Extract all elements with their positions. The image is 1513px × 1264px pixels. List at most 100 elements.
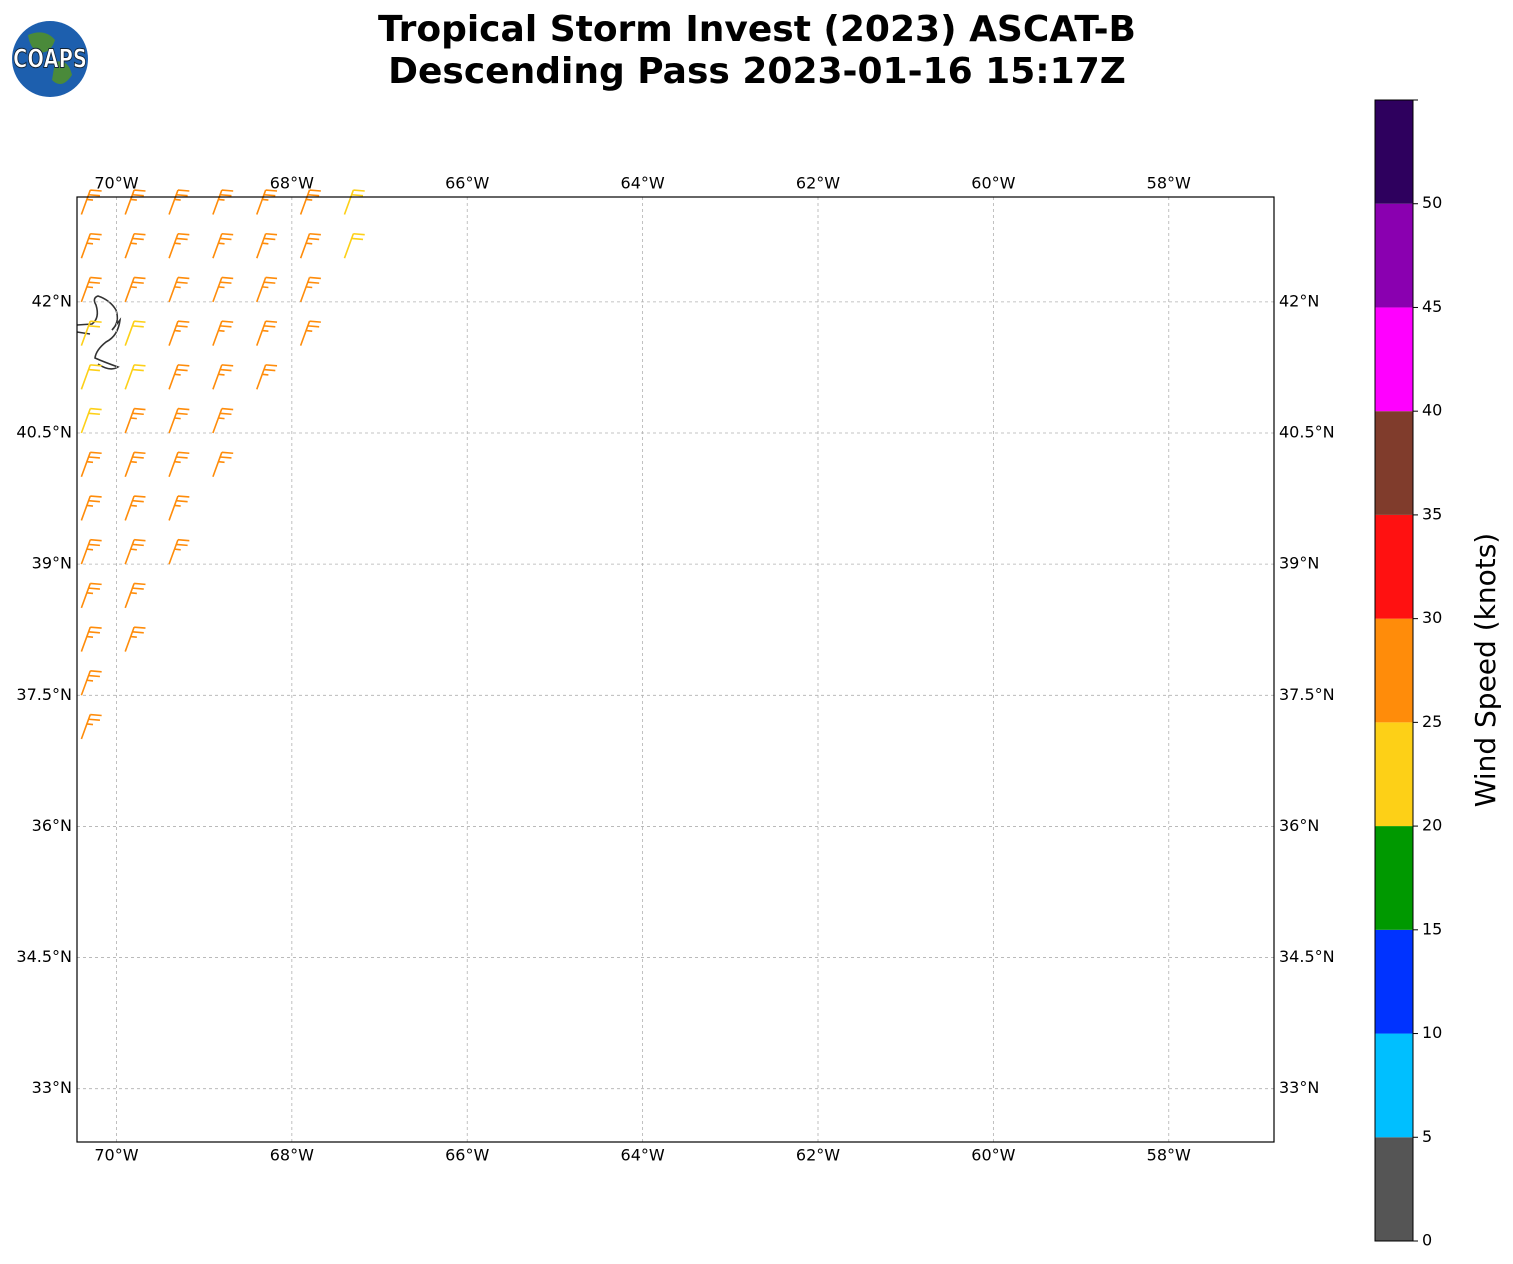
wind-barb (168, 364, 190, 390)
wind-barb (80, 276, 102, 303)
x-tick-label-top: 58°W (1147, 174, 1191, 193)
wind-barb (124, 407, 146, 434)
wind-barb (80, 538, 102, 565)
x-tick-label-bottom: 64°W (621, 1146, 665, 1165)
wind-barb (256, 276, 278, 303)
y-tick-label-right: 36°N (1279, 816, 1319, 835)
colorbar-segment (1375, 203, 1413, 308)
y-tick-label-left: 37.5°N (16, 685, 72, 704)
colorbar-segment (1375, 826, 1413, 930)
wind-barb (256, 232, 278, 259)
coastline (76, 295, 122, 370)
y-tick-label-right: 42°N (1279, 291, 1319, 310)
wind-barb (168, 232, 190, 259)
colorbar-tick-label: 0 (1422, 1231, 1432, 1250)
colorbar-tick-label: 5 (1422, 1127, 1432, 1146)
wind-barb (80, 582, 102, 609)
wind-barb (124, 451, 146, 478)
x-tick-label-bottom: 70°W (94, 1146, 138, 1165)
wind-barb (168, 407, 190, 434)
colorbar-tick-label: 25 (1422, 712, 1442, 731)
wind-barb (124, 495, 146, 521)
wind-barb (80, 232, 102, 259)
wind-barb (124, 276, 146, 303)
x-tick-label-top: 62°W (796, 174, 840, 193)
logo-land (28, 32, 72, 84)
colorbar-label: Wind Speed (knots) (1469, 533, 1502, 807)
wind-barb (256, 364, 278, 390)
logo: COAPS (12, 21, 88, 97)
wind-barb (212, 276, 234, 303)
y-tick-label-left: 40.5°N (16, 423, 72, 442)
wind-barb (256, 189, 278, 215)
colorbar-tick-label: 50 (1422, 193, 1442, 212)
x-tick-label-bottom: 68°W (270, 1146, 314, 1165)
y-tick-label-right: 34.5°N (1279, 947, 1335, 966)
wind-barb (124, 582, 146, 609)
y-tick-label-left: 42°N (32, 291, 72, 310)
colorbar-tick-label: 40 (1422, 401, 1442, 420)
colorbar-frame (1374, 99, 1414, 1242)
wind-barb (343, 189, 365, 215)
y-tick-label-right: 39°N (1279, 554, 1319, 573)
wind-barb (212, 189, 234, 215)
wind-barb (124, 364, 146, 390)
wind-barb (168, 538, 190, 565)
wind-barb (212, 232, 234, 259)
colorbar-segment (1375, 1137, 1413, 1241)
colorbar-tick-label: 45 (1422, 297, 1442, 316)
logo-text: COAPS (13, 45, 87, 75)
wind-barb (299, 320, 321, 346)
wind-barb (212, 364, 234, 390)
x-tick-label-top: 64°W (621, 174, 665, 193)
y-tick-label-right: 40.5°N (1279, 423, 1335, 442)
wind-barb (299, 232, 321, 259)
wind-barb (124, 189, 146, 215)
colorbar-segment (1375, 1033, 1413, 1138)
colorbar-tick-label: 15 (1422, 919, 1442, 938)
wind-barb (168, 320, 190, 346)
wind-barb (212, 320, 234, 346)
wind-barb (212, 451, 234, 478)
x-tick-label-top: 68°W (270, 174, 314, 193)
map-frame (76, 196, 1275, 1143)
colorbar-segment (1375, 100, 1413, 204)
x-tick-label-bottom: 58°W (1147, 1146, 1191, 1165)
colorbar-segment (1375, 514, 1413, 619)
wind-barb (80, 189, 102, 215)
x-tick-label-bottom: 66°W (445, 1146, 489, 1165)
wind-barb (256, 320, 278, 346)
wind-barb (80, 364, 102, 390)
wind-barb (168, 189, 190, 215)
y-tick-label-right: 33°N (1279, 1078, 1319, 1097)
y-tick-label-left: 36°N (32, 816, 72, 835)
wind-barb (80, 451, 102, 478)
wind-barb (80, 320, 102, 346)
wind-barb (124, 232, 146, 259)
y-tick-label-right: 37.5°N (1279, 685, 1335, 704)
colorbar-tick-label: 20 (1422, 816, 1442, 835)
wind-barb (124, 320, 146, 346)
chart-subtitle: Descending Pass 2023-01-16 15:17Z (388, 51, 1126, 92)
colorbar-tick-label: 30 (1422, 608, 1442, 627)
x-tick-label-top: 60°W (971, 174, 1015, 193)
colorbar-tick-label: 10 (1422, 1023, 1442, 1042)
colorbar-segment (1375, 722, 1413, 827)
wind-barb (168, 495, 190, 521)
wind-barb (80, 670, 102, 696)
wind-barb (299, 189, 321, 215)
y-tick-label-left: 39°N (32, 554, 72, 573)
wind-barb (80, 626, 102, 652)
x-tick-label-bottom: 62°W (796, 1146, 840, 1165)
wind-barb (80, 713, 102, 740)
barb-layer (80, 189, 365, 740)
wind-barb (80, 495, 102, 521)
colorbar-segment (1375, 929, 1413, 1034)
x-tick-label-top: 70°W (94, 174, 138, 193)
wind-barb (80, 407, 102, 434)
y-tick-label-left: 34.5°N (16, 947, 72, 966)
wind-barb (212, 407, 234, 434)
wind-barb (299, 276, 321, 303)
